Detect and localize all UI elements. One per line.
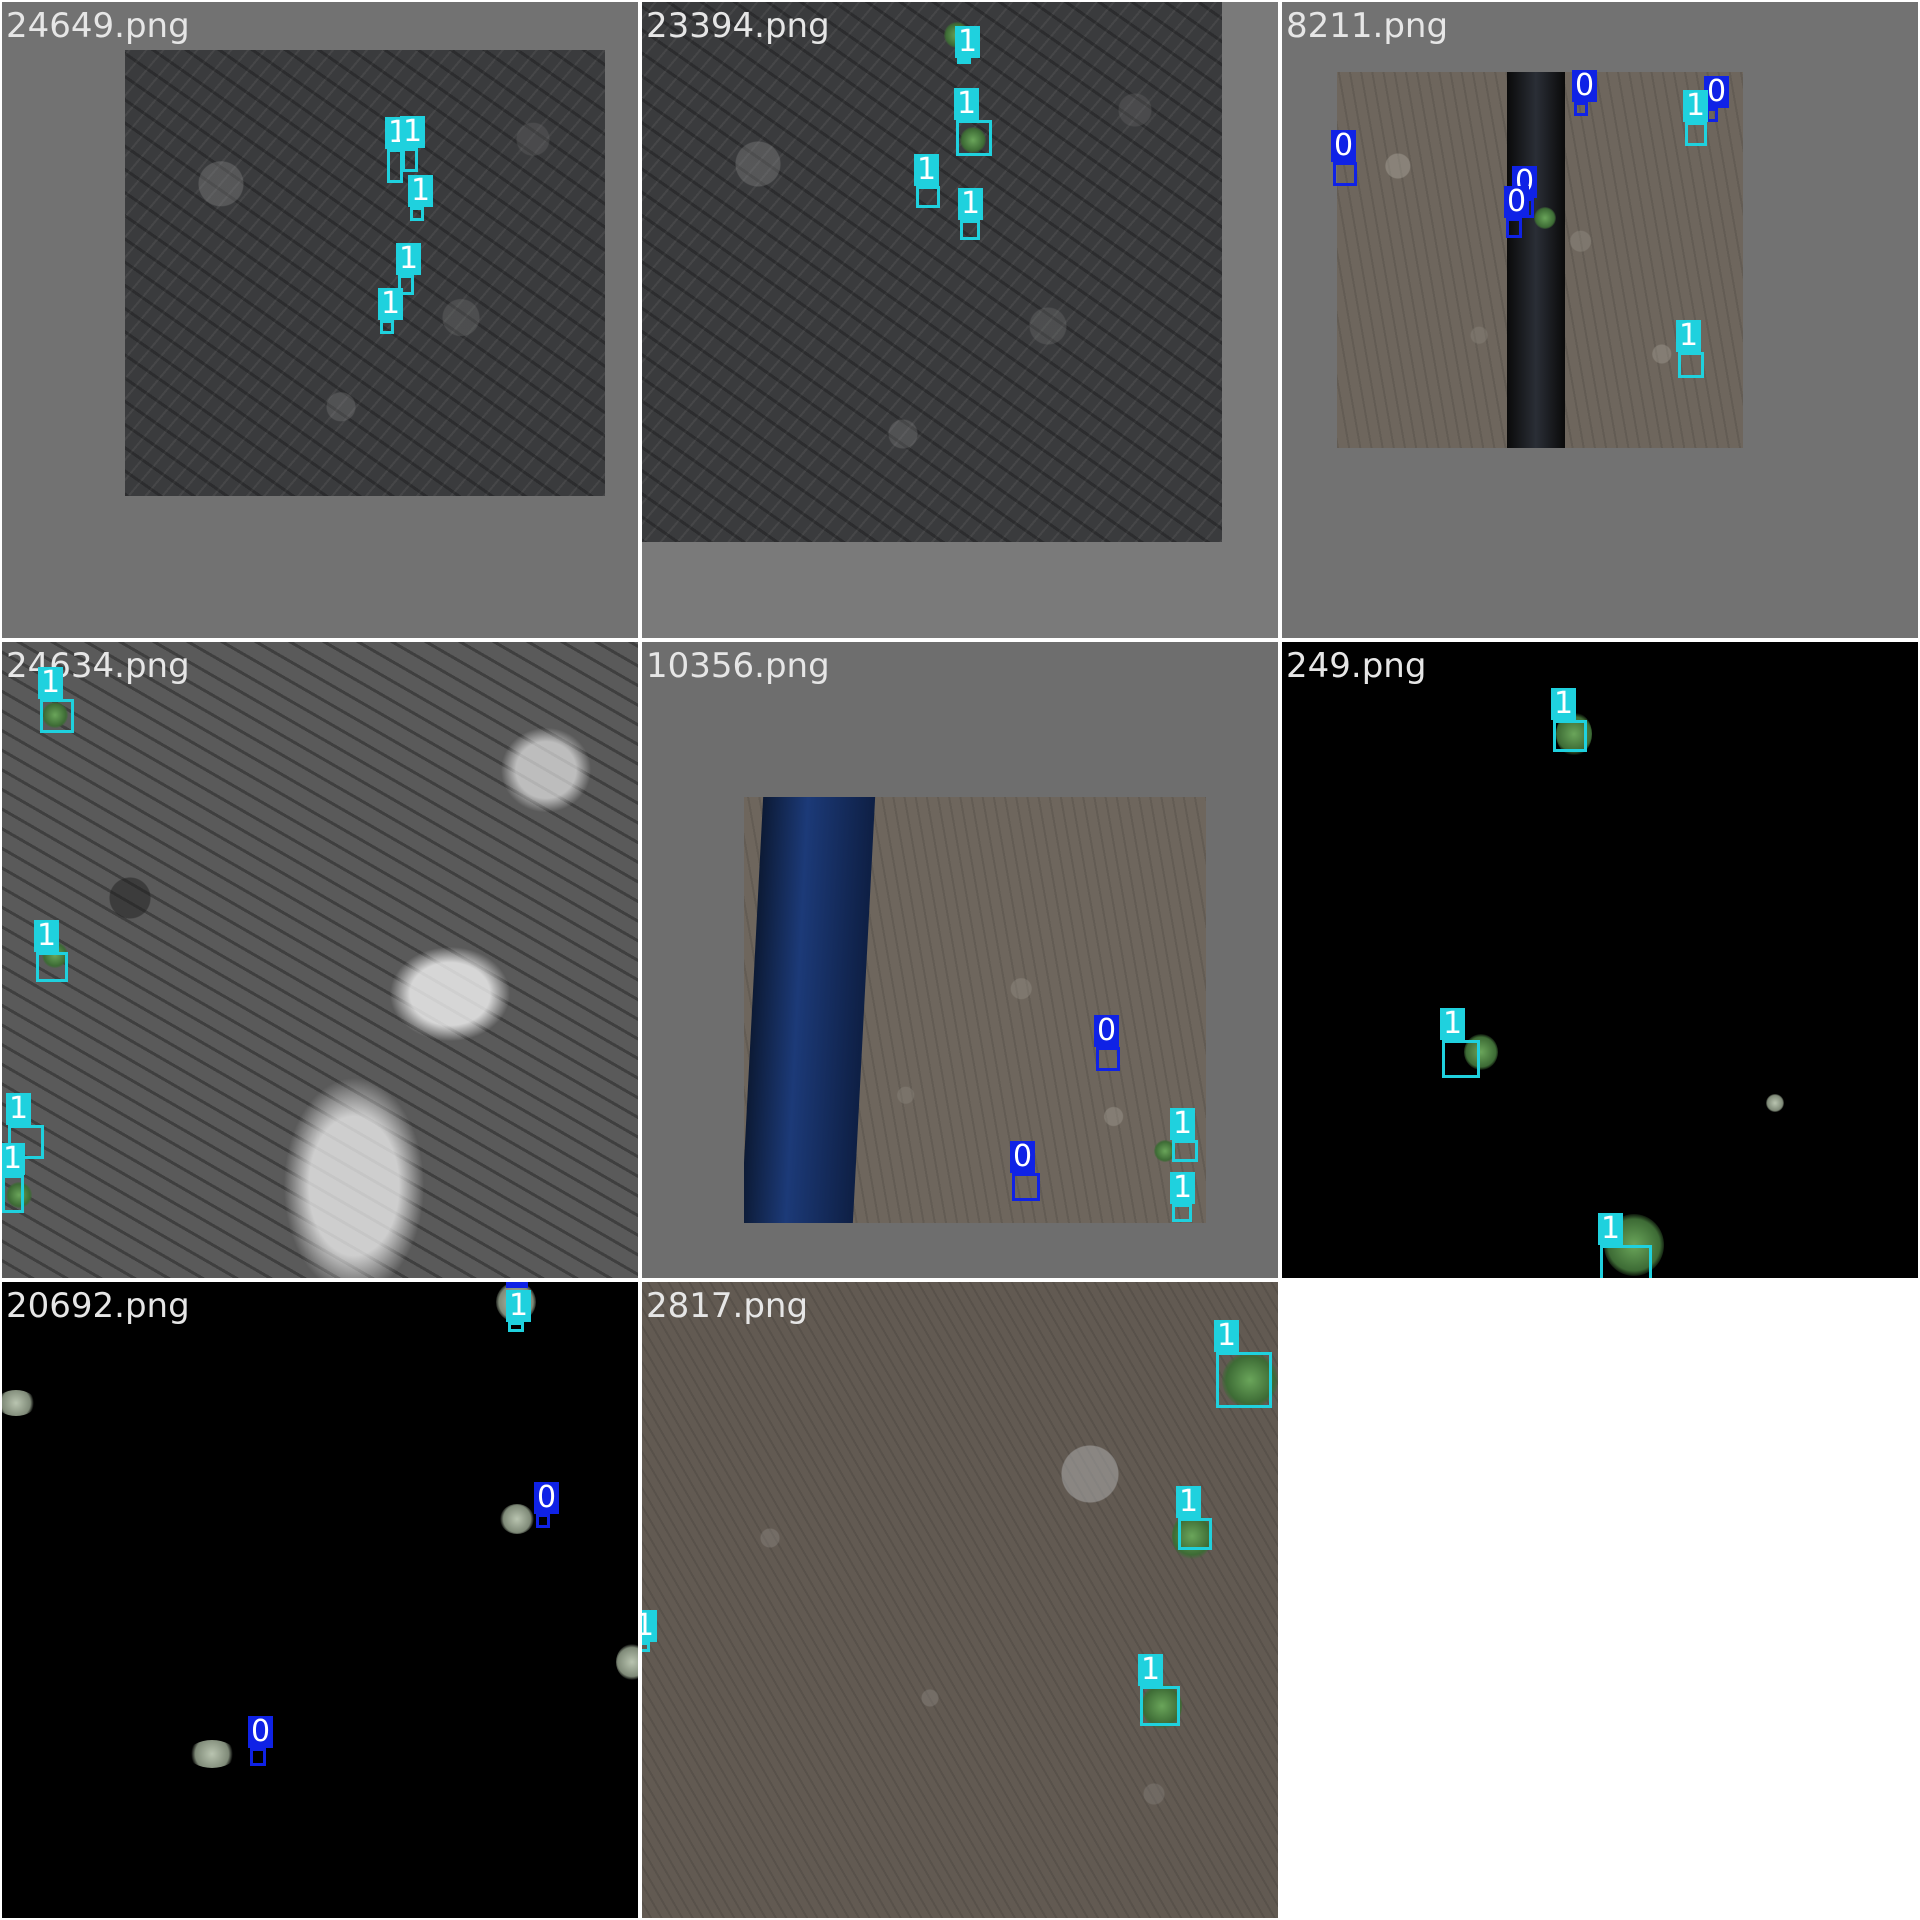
tile-image (642, 2, 1222, 542)
detection-box: 1 (380, 320, 394, 334)
class-label: 1 (378, 288, 403, 320)
detection-box: 0 (536, 1514, 550, 1528)
class-label: 1 (1170, 1172, 1195, 1204)
tile-image (642, 1282, 1280, 1920)
detection-box: 0 (1506, 218, 1522, 238)
tile-filename: 20692.png (6, 1286, 190, 1326)
detection-box: 1 (916, 186, 940, 208)
class-label: 1 (1551, 688, 1576, 720)
detection-box: 1 (1216, 1352, 1272, 1408)
detection-box: 1 (1553, 720, 1587, 752)
tile-10356: 10356.png 0 1 0 1 (640, 640, 1280, 1280)
tile-filename: 8211.png (1286, 6, 1448, 46)
class-label: 1 (396, 243, 421, 275)
class-label: 1 (1683, 90, 1708, 122)
detection-box: 0 (506, 1282, 528, 1284)
tile-image (2, 642, 640, 1280)
class-label: 1 (1138, 1654, 1163, 1686)
detection-box: 1 (957, 58, 971, 64)
detection-box: 1 (1178, 1518, 1212, 1550)
detection-box: 1 (387, 149, 403, 183)
tile-filename: 10356.png (646, 646, 830, 686)
tile-image (744, 797, 1206, 1223)
tile-249: 249.png 1 1 1 (1280, 640, 1920, 1280)
class-label: 0 (1010, 1141, 1035, 1173)
empty-tile (1280, 1280, 1920, 1920)
class-label: 1 (958, 188, 983, 220)
tile-filename: 24649.png (6, 6, 190, 46)
detection-box: 1 (1678, 352, 1704, 378)
class-label: 1 (1176, 1486, 1201, 1518)
class-label: 1 (1598, 1213, 1623, 1245)
class-label: 0 (1504, 186, 1529, 218)
drip-hose (1507, 72, 1565, 448)
class-label: 1 (640, 1610, 657, 1642)
plant (616, 1644, 640, 1680)
class-label: 1 (954, 88, 979, 120)
class-label: 0 (534, 1482, 559, 1514)
tile-2817: 2817.png 1 1 1 1 (640, 1280, 1280, 1920)
class-label: 1 (1170, 1108, 1195, 1140)
tile-24634: 24634.png 1 1 1 1 (0, 640, 640, 1280)
detection-box: 0 (250, 1748, 266, 1766)
detection-box: 1 (40, 699, 74, 733)
detection-box: 1 (402, 148, 418, 172)
class-label: 0 (1094, 1015, 1119, 1047)
drip-hose (744, 797, 875, 1223)
class-label: 1 (408, 175, 433, 207)
detection-box: 1 (1140, 1686, 1180, 1726)
class-label: 0 (248, 1716, 273, 1748)
class-label: 1 (38, 667, 63, 699)
class-label: 1 (1676, 320, 1701, 352)
class-label: 1 (1214, 1320, 1239, 1352)
class-label: 0 (1572, 70, 1597, 102)
tile-23394: 23394.png 1 1 1 1 (640, 0, 1280, 640)
class-label: 1 (955, 26, 980, 58)
tile-filename: 2817.png (646, 1286, 808, 1326)
plant (1766, 1094, 1784, 1112)
detection-box: 0 (1012, 1173, 1040, 1201)
detection-box: 1 (640, 1642, 650, 1652)
class-label: 1 (1440, 1008, 1465, 1040)
detection-box: 1 (956, 120, 992, 156)
tile-filename: 249.png (1286, 646, 1426, 686)
plant (1534, 207, 1556, 229)
detection-box: 0 (1574, 102, 1588, 116)
class-label: 1 (506, 1290, 531, 1322)
detection-box: 1 (1685, 122, 1707, 146)
tile-filename: 24634.png (6, 646, 190, 686)
tile-8211: 8211.png 0 0 1 0 0 0 1 (1280, 0, 1920, 640)
detection-box: 1 (960, 220, 980, 240)
class-label: 1 (914, 154, 939, 186)
class-label: 1 (6, 1093, 31, 1125)
tile-24649: 24649.png 1 1 1 1 1 (0, 0, 640, 640)
plant (188, 1740, 236, 1768)
class-label: 1 (400, 116, 425, 148)
class-label: 1 (0, 1143, 25, 1175)
tile-20692: 20692.png 0 1 0 0 (0, 1280, 640, 1920)
tile-image (125, 50, 605, 496)
plant (0, 1390, 36, 1416)
tile-image (1337, 72, 1743, 448)
detection-box: 1 (36, 952, 68, 982)
plant (500, 1504, 534, 1534)
detection-box: 0 (1096, 1047, 1120, 1071)
detection-box: 1 (1172, 1204, 1192, 1222)
detection-box: 1 (2, 1175, 24, 1213)
detection-box: 1 (1172, 1140, 1198, 1162)
class-label: 1 (34, 920, 59, 952)
detection-box: 1 (1600, 1245, 1652, 1280)
detection-box: 1 (1442, 1040, 1480, 1078)
detection-box: 1 (410, 207, 424, 221)
tile-filename: 23394.png (646, 6, 830, 46)
detection-box: 1 (508, 1322, 524, 1332)
class-label: 0 (504, 1280, 529, 1282)
detection-box: 0 (1333, 162, 1357, 186)
class-label: 0 (1331, 130, 1356, 162)
